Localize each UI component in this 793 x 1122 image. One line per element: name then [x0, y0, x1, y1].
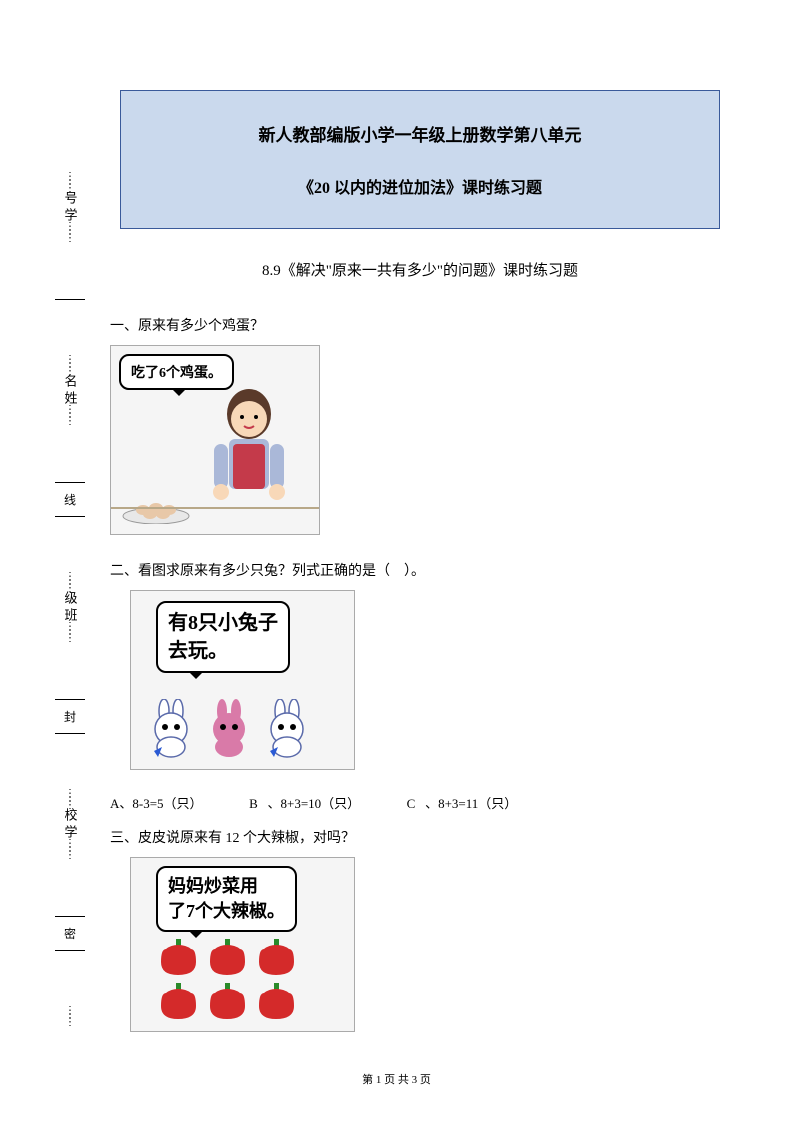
- bubble-line: 了7个大辣椒。: [168, 901, 285, 921]
- sidebar-label-banji: 级班: [61, 591, 80, 625]
- sidebar-marker-mi: 密: [55, 908, 85, 959]
- sidebar-group: ⋮⋮⋮⋮ 名姓 ⋮⋮⋮⋮: [61, 358, 80, 424]
- option-b-label: B: [249, 796, 258, 811]
- divider: [55, 516, 85, 517]
- question-2-image: 有8只小兔子 去玩。: [130, 590, 355, 770]
- speech-bubble-q2: 有8只小兔子 去玩。: [156, 601, 290, 673]
- sidebar-marker-feng: 封: [55, 691, 85, 742]
- sidebar-group: ⋮⋮⋮⋮ 校学 ⋮⋮⋮⋮: [61, 792, 80, 858]
- main-content: 新人教部编版小学一年级上册数学第八单元 《20 以内的进位加法》课时练习题 8.…: [110, 90, 730, 1045]
- option-b-text: 、8+3=10（只）: [267, 796, 360, 811]
- title-box: 新人教部编版小学一年级上册数学第八单元 《20 以内的进位加法》课时练习题: [120, 90, 720, 229]
- dots-icon: ⋮⋮⋮⋮: [65, 842, 75, 858]
- pepper-icon: [254, 981, 299, 1021]
- question-1-image: 吃了6个鸡蛋。: [110, 345, 320, 535]
- option-c-text: 、8+3=11（只）: [425, 796, 517, 811]
- dots-icon: ⋮⋮⋮⋮: [65, 175, 75, 191]
- divider: [55, 299, 85, 300]
- pepper-icon: [205, 981, 250, 1021]
- divider: [55, 950, 85, 951]
- divider: [55, 699, 85, 700]
- woman-icon: [199, 384, 299, 514]
- bubble-line: 妈妈炒菜用: [168, 876, 258, 896]
- sidebar-group: ⋮⋮⋮⋮ 号学 ⋮⋮⋮⋮: [61, 175, 80, 241]
- rabbit-icon: [204, 699, 254, 759]
- divider: [55, 482, 85, 483]
- dots-icon: ⋮⋮⋮⋮: [65, 408, 75, 424]
- dots-icon: ⋮⋮⋮⋮: [65, 792, 75, 808]
- rabbit-icon: [146, 699, 196, 759]
- question-1-text: 一、原来有多少个鸡蛋？: [110, 315, 730, 335]
- option-a-text: 8-3=5（只）: [132, 796, 202, 811]
- question-2-options: A、8-3=5（只） B 、8+3=10（只） C 、8+3=11（只）: [110, 793, 730, 812]
- speech-bubble-q3: 妈妈炒菜用 了7个大辣椒。: [156, 866, 297, 932]
- eggs-plate-icon: [121, 494, 191, 524]
- table-line: [111, 507, 319, 509]
- question-2-text: 二、看图求原来有多少只兔？列式正确的是（ ）。: [110, 560, 730, 580]
- pepper-icon: [254, 937, 299, 977]
- pepper-icon: [156, 937, 201, 977]
- title-line-2: 《20 以内的进位加法》课时练习题: [141, 174, 699, 198]
- question-3-image: 妈妈炒菜用 了7个大辣椒。: [130, 857, 355, 1032]
- dots-icon: ⋮⋮⋮⋮: [65, 575, 75, 591]
- page-footer: 第 1 页 共 3 页: [0, 1071, 793, 1087]
- sidebar-marker-xian: 线: [55, 474, 85, 525]
- divider: [55, 916, 85, 917]
- divider: [55, 733, 85, 734]
- dots-icon: ⋮⋮⋮⋮: [65, 225, 75, 241]
- binding-margin: ⋮⋮⋮⋮ 号学 ⋮⋮⋮⋮ ⋮⋮⋮⋮ 名姓 ⋮⋮⋮⋮ 线 ⋮⋮⋮⋮ 级班 ⋮⋮⋮⋮…: [40, 150, 100, 1050]
- rabbit-icon: [262, 699, 312, 759]
- pepper-icon: [156, 981, 201, 1021]
- rabbits-group: [146, 699, 312, 759]
- option-a-label: A、: [110, 796, 132, 811]
- dots-icon: ⋮⋮⋮⋮: [65, 625, 75, 641]
- peppers-group: [156, 937, 299, 1021]
- dots-icon: ⋮⋮⋮⋮: [65, 358, 75, 374]
- option-c-label: C: [407, 796, 416, 811]
- pepper-icon: [205, 937, 250, 977]
- lesson-subtitle: 8.9《解决"原来一共有多少"的问题》课时练习题: [110, 259, 730, 280]
- sidebar-label-xingming: 名姓: [61, 374, 80, 408]
- bubble-line: 有8只小兔子: [168, 612, 278, 634]
- bubble-line: 去玩。: [168, 640, 228, 662]
- sidebar-label-xuehao: 号学: [61, 191, 80, 225]
- sidebar-label-xuexiao: 校学: [61, 808, 80, 842]
- dots-icon: ⋮⋮⋮⋮: [65, 1009, 75, 1025]
- question-3-text: 三、皮皮说原来有 12 个大辣椒，对吗？: [110, 827, 730, 847]
- title-line-1: 新人教部编版小学一年级上册数学第八单元: [141, 121, 699, 146]
- sidebar-group: ⋮⋮⋮⋮ 级班 ⋮⋮⋮⋮: [61, 575, 80, 641]
